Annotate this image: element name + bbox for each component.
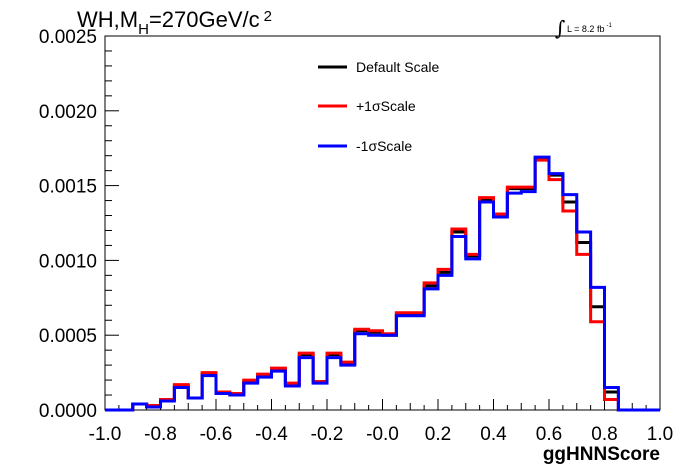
series-lines [105, 155, 660, 412]
y-tick-label: 0.0000 [39, 401, 97, 422]
x-axis-label: ggHNNScore [543, 444, 660, 465]
x-tick-label: 0.2 [425, 424, 451, 445]
y-tick-label: 0.0010 [39, 251, 97, 272]
x-tick-label: 0.8 [591, 424, 617, 445]
x-tick-label: 0.6 [536, 424, 562, 445]
x-tick-label: -1.0 [89, 424, 122, 445]
y-tick-label: 0.0025 [39, 27, 97, 48]
y-tick-label: 0.0015 [39, 177, 97, 198]
y-tick-label: 0.0020 [39, 102, 97, 123]
x-tick-label: -0.4 [255, 424, 288, 445]
x-tick-label: -0.8 [144, 424, 177, 445]
y-tick-label: 0.0005 [39, 326, 97, 347]
x-tick-label: -0.2 [311, 424, 344, 445]
chart-title: WH,MH=270GeV/c 2 [77, 7, 272, 38]
axes: -1.0 -0.8 -0.6 -0.4 -0.2 -0.0 0.2 0.4 0.6 0.8 1.0 0… [39, 27, 673, 445]
legend-entry: +1σScale [356, 98, 416, 114]
luminosity-annotation: L = 8.2 fb -1 [567, 23, 612, 34]
x-tick-label: 1.0 [647, 424, 673, 445]
series-line [105, 155, 660, 412]
integral-symbol: ∫ [555, 16, 565, 40]
x-tick-label: -0.0 [366, 424, 399, 445]
legend: Default Scale +1σScale -1σScale [318, 59, 439, 154]
legend-entry: Default Scale [356, 59, 439, 75]
x-tick-label: 0.4 [480, 424, 507, 445]
legend-entry: -1σScale [356, 138, 412, 154]
x-tick-label: -0.6 [200, 424, 233, 445]
